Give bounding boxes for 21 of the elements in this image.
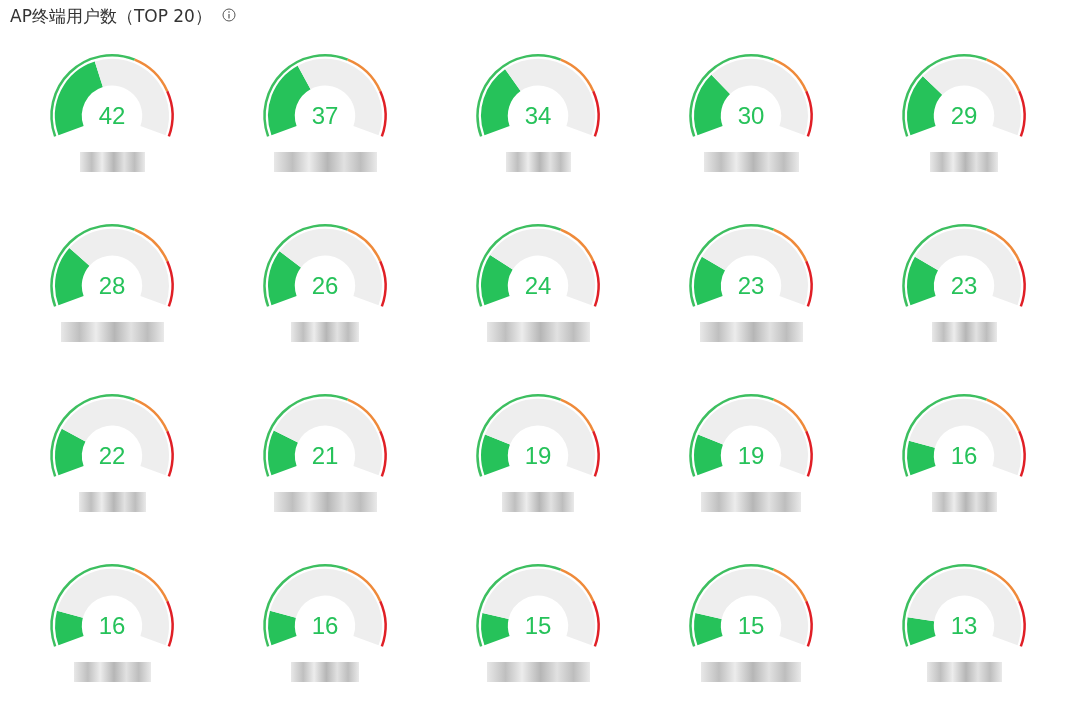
text: 16 — [950, 442, 978, 470]
text: 15 — [737, 612, 765, 640]
text: 13 — [950, 612, 978, 640]
text: 23 — [950, 272, 978, 300]
text: 42 — [98, 102, 126, 130]
text: 34 — [524, 102, 552, 130]
text: 16 — [311, 612, 339, 640]
text: 16 — [98, 612, 126, 640]
text: 15 — [524, 612, 552, 640]
text: 23 — [737, 272, 765, 300]
text: 37 — [311, 102, 339, 130]
text: 21 — [311, 442, 339, 470]
text: 28 — [98, 272, 126, 300]
text: 19 — [524, 442, 552, 470]
text: 24 — [524, 272, 552, 300]
text: 22 — [98, 442, 126, 470]
text: 19 — [737, 442, 765, 470]
text: 26 — [311, 272, 339, 300]
text: 29 — [950, 102, 978, 130]
text: 30 — [737, 102, 765, 130]
chart-title: AP终端用户数（TOP 20） — [10, 6, 212, 26]
